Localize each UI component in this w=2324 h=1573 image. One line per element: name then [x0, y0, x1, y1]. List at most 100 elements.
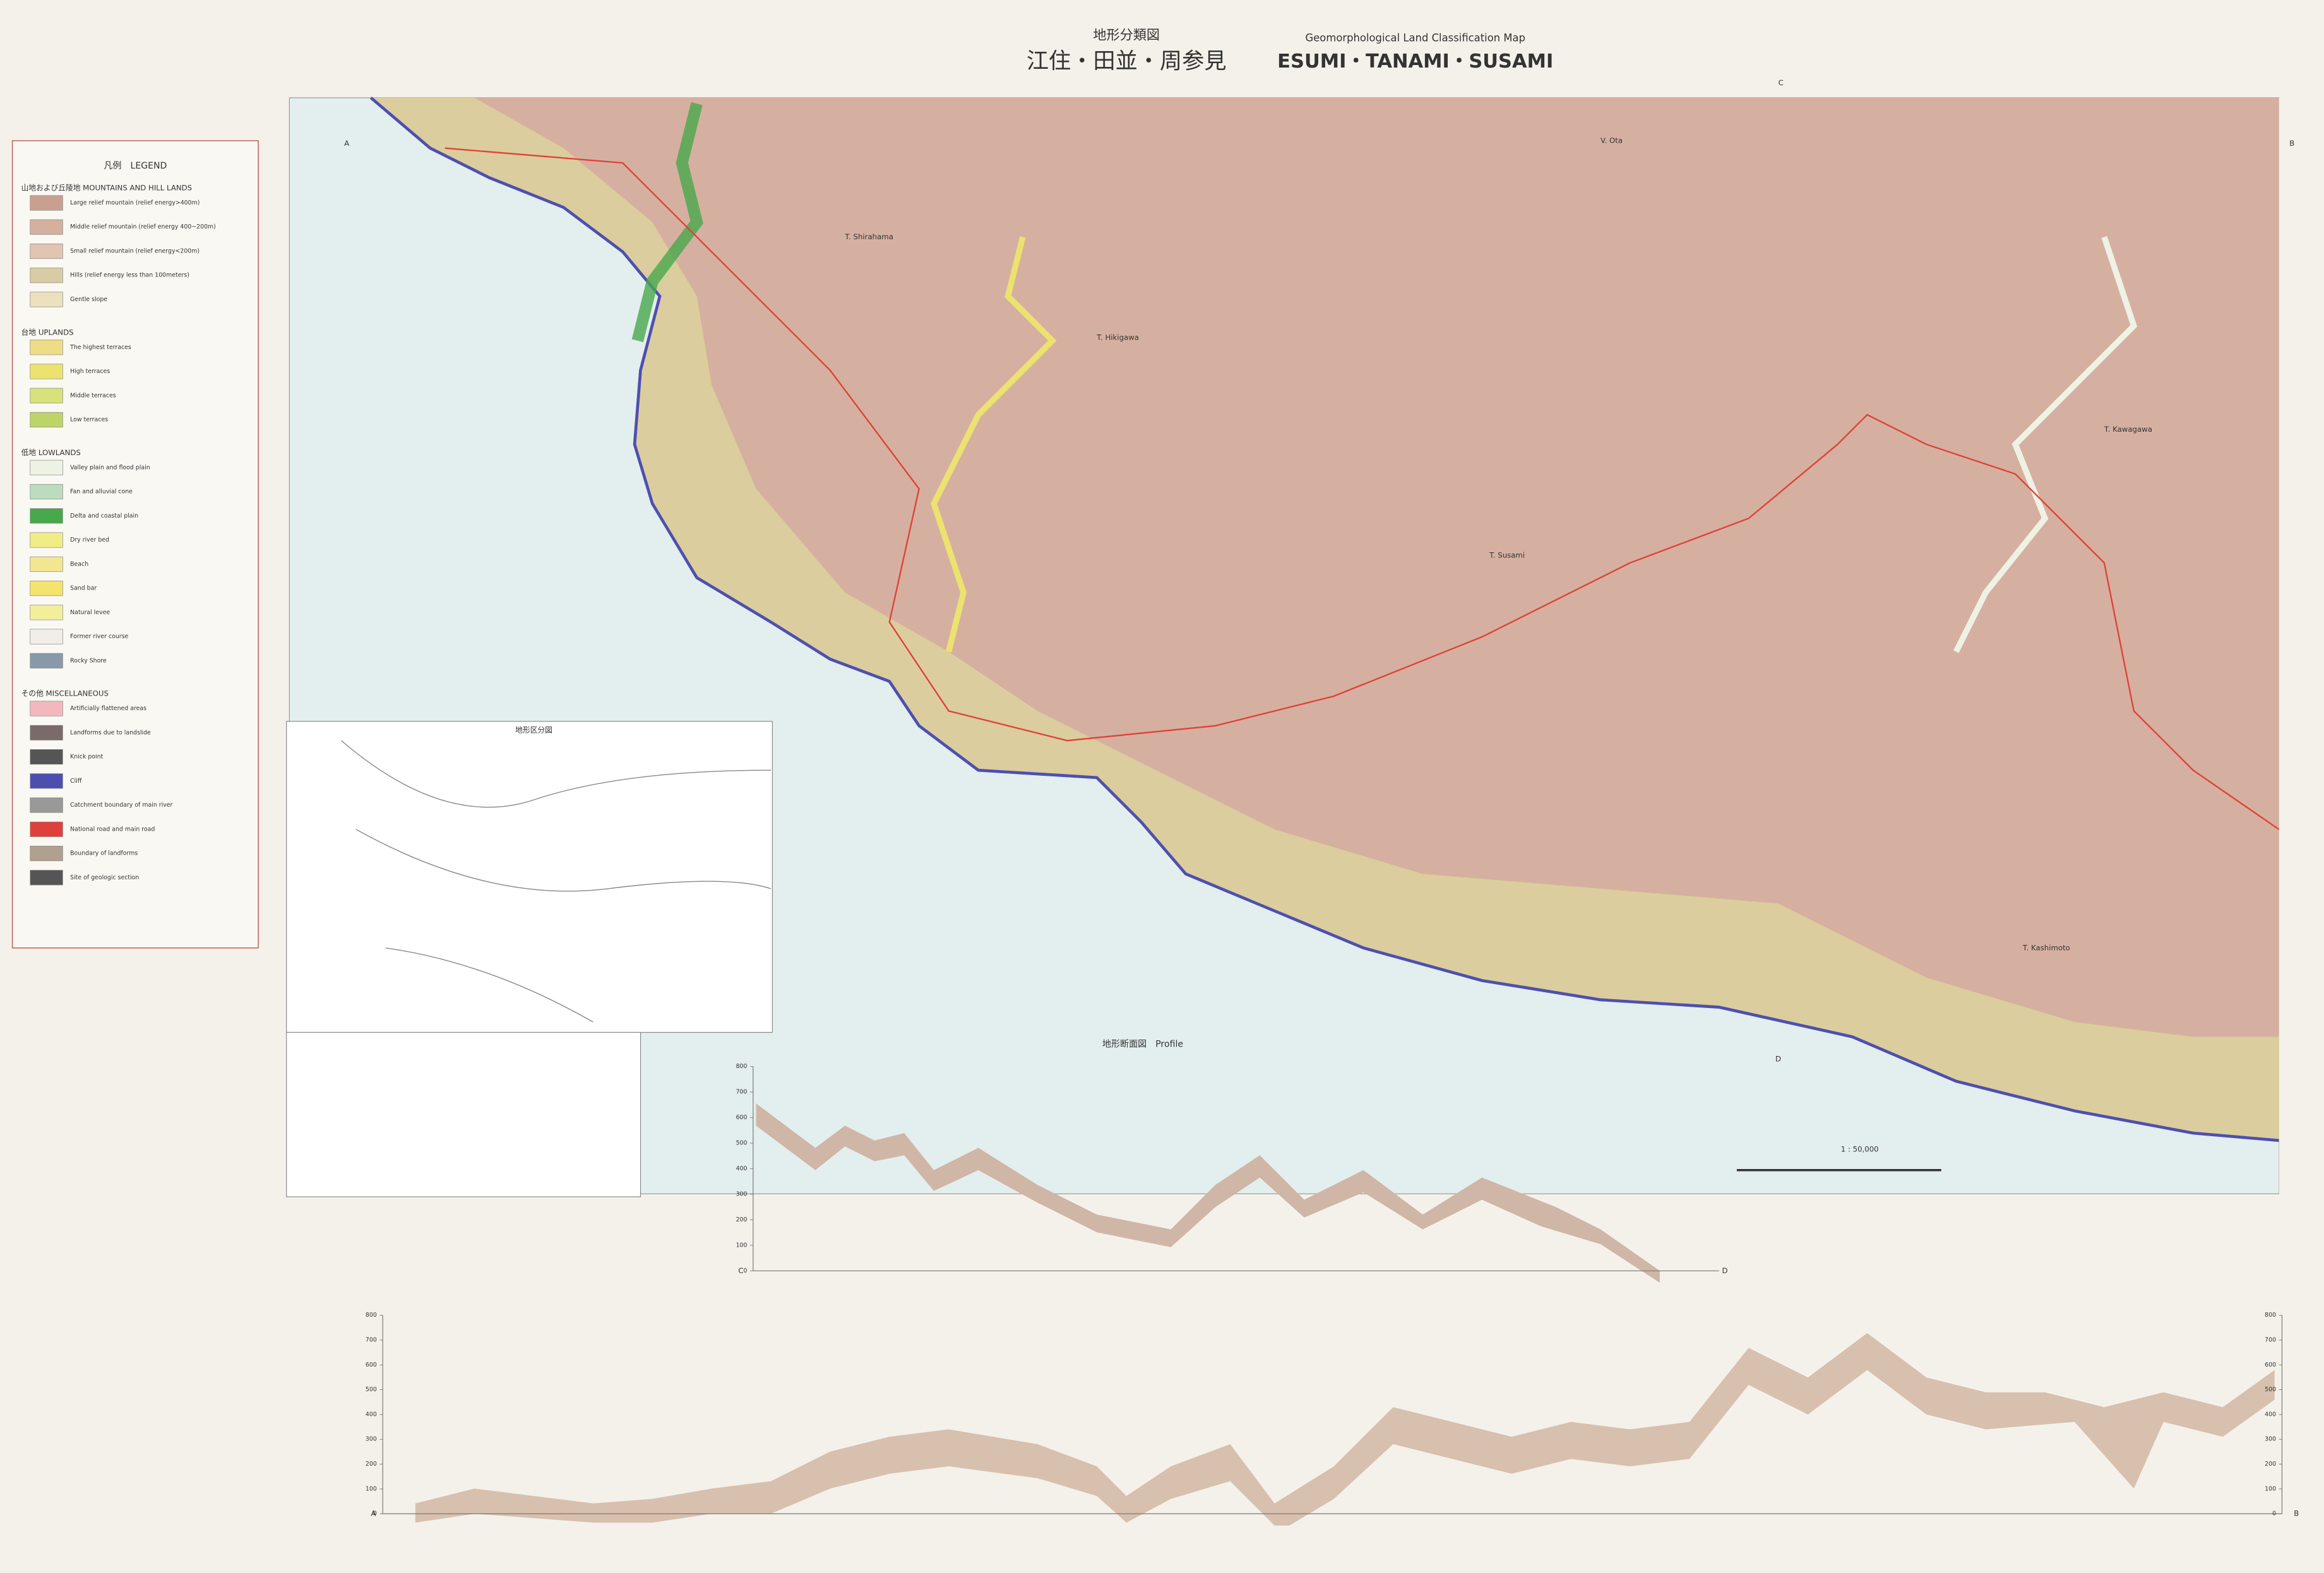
legend-label: Boundary of landforms: [70, 850, 138, 857]
legend-label: Cliff: [70, 778, 82, 785]
legend-swatch: [30, 701, 63, 716]
legend-label: Knick point: [70, 754, 103, 761]
title-place-ja: 江住・田並・周参見: [1027, 49, 1227, 74]
profile-tick-label: 300: [2265, 1436, 2276, 1443]
legend-label: Fan and alluvial cone: [70, 489, 133, 496]
profile-end: C: [738, 1266, 743, 1275]
legend-swatch: [30, 364, 63, 379]
title-ja: 地形分類図: [1093, 27, 1160, 42]
legend-label: Middle relief mountain (relief energy 40…: [70, 223, 216, 230]
legend-swatch: [30, 532, 63, 548]
margin: [2279, 97, 2324, 1194]
profile-tick-label: 100: [2265, 1485, 2276, 1492]
coastal-hills: [371, 97, 2279, 1141]
profile-tick-label: 100: [736, 1242, 748, 1249]
title-en: Geomorphological Land Classification Map: [1306, 32, 1526, 44]
grid-letter: D: [1775, 1054, 1781, 1063]
legend-label: Dry river bed: [70, 537, 109, 543]
index-map: [286, 721, 773, 1033]
profile-tick-label: 200: [2265, 1461, 2276, 1468]
legend-heading: その他 MISCELLANEOUS: [21, 689, 109, 698]
land: [371, 97, 2279, 1141]
legend-label: Site of geologic section: [70, 874, 139, 881]
profile-tick-label: 400: [736, 1165, 748, 1172]
title-place-en: ESUMI・TANAMI・SUSAMI: [1277, 50, 1553, 73]
profile-tick-label: 700: [366, 1337, 377, 1344]
profile-tick-label: 400: [366, 1411, 377, 1418]
legend-swatch: [30, 749, 63, 765]
profile-tick-label: 800: [736, 1063, 748, 1070]
profile-tick-label: 700: [2265, 1337, 2276, 1344]
profile-tick-label: 0: [373, 1511, 377, 1517]
profile-cd: [756, 1103, 1660, 1283]
legend-swatch: [30, 340, 63, 355]
legend-swatch: [30, 773, 63, 789]
legend-swatch: [30, 725, 63, 740]
legend-heading: 山地および丘陵地 MOUNTAINS AND HILL LANDS: [21, 184, 192, 193]
place-label: V. Ota: [1600, 136, 1623, 145]
legend-label: High terraces: [70, 368, 110, 375]
legend-swatch: [30, 845, 63, 862]
legend-heading: 台地 UPLANDS: [21, 328, 74, 336]
legend-swatch: [30, 605, 63, 620]
profile-tick-label: 0: [744, 1267, 748, 1274]
scale: 1 : 50,000: [1841, 1144, 1879, 1153]
profile-tick-label: 700: [736, 1088, 748, 1095]
grid-letter: A: [344, 139, 349, 148]
legend-label: Former river course: [70, 633, 128, 640]
grid-letter: B: [2289, 139, 2294, 148]
profile-tick-label: 200: [366, 1461, 377, 1468]
legend-label: The highest terraces: [69, 344, 131, 351]
profile-tick-label: 100: [366, 1485, 377, 1492]
legend-swatch: [30, 556, 63, 572]
profile-tick-label: 300: [366, 1436, 377, 1443]
place-label: T. Shirahama: [844, 232, 893, 241]
profile-tick-label: 500: [366, 1386, 377, 1393]
legend-label: Small relief mountain (relief energy<200…: [70, 247, 200, 254]
profile-tick-label: 600: [736, 1114, 748, 1121]
river-koza: [1953, 235, 2138, 653]
profile-end: B: [2294, 1509, 2299, 1518]
profile-title: 地形断面図 Profile: [1102, 1039, 1183, 1049]
legend-swatch: [30, 629, 63, 644]
profile-tick-label: 200: [736, 1216, 748, 1223]
place-label: T. Kashimoto: [2022, 943, 2070, 952]
legend-swatch: [30, 268, 63, 283]
profile-end: D: [1722, 1266, 1727, 1275]
legend-label: Low terraces: [70, 417, 108, 424]
profile-tick-label: 600: [2265, 1362, 2276, 1368]
profile-tick-label: 800: [366, 1312, 377, 1319]
legend-swatch: [30, 484, 63, 500]
legend-swatch: [30, 195, 63, 211]
profile-tick-label: 0: [2272, 1511, 2276, 1517]
index-notes: [286, 1031, 641, 1197]
legend-label: Natural levee: [70, 609, 110, 616]
legend-label: National road and main road: [70, 826, 155, 833]
legend-swatch: [30, 508, 63, 524]
legend-swatch: [30, 653, 63, 668]
legend-label: Beach: [70, 561, 88, 567]
index-title: 地形区分図: [515, 725, 552, 734]
legend-label: Artificially flattened areas: [70, 705, 146, 712]
legend-heading: 低地 LOWLANDS: [21, 448, 81, 457]
legend-swatch: [30, 412, 63, 428]
legend-label: Valley plain and flood plain: [70, 464, 150, 471]
place-label: T. Susami: [1489, 550, 1525, 559]
legend-swatch: [30, 292, 63, 307]
legend-label: Sand bar: [70, 585, 97, 592]
profile-tick-label: 500: [2265, 1386, 2276, 1393]
profile-ab: [415, 1333, 2275, 1526]
legend-swatch: [30, 388, 63, 403]
coastline: [369, 97, 2279, 1143]
legend-title: 凡例 LEGEND: [104, 161, 167, 171]
legend-swatch: [30, 797, 63, 813]
legend-swatch: [30, 243, 63, 259]
legend-swatch: [30, 580, 63, 597]
legend-label: Hills (relief energy less than 100meters…: [70, 272, 189, 279]
profile-tick-label: 400: [2265, 1411, 2276, 1418]
legend-swatch: [30, 821, 63, 837]
legend-label: Delta and coastal plain: [70, 513, 138, 519]
legend-label: Large relief mountain (relief energy>400…: [70, 199, 200, 206]
